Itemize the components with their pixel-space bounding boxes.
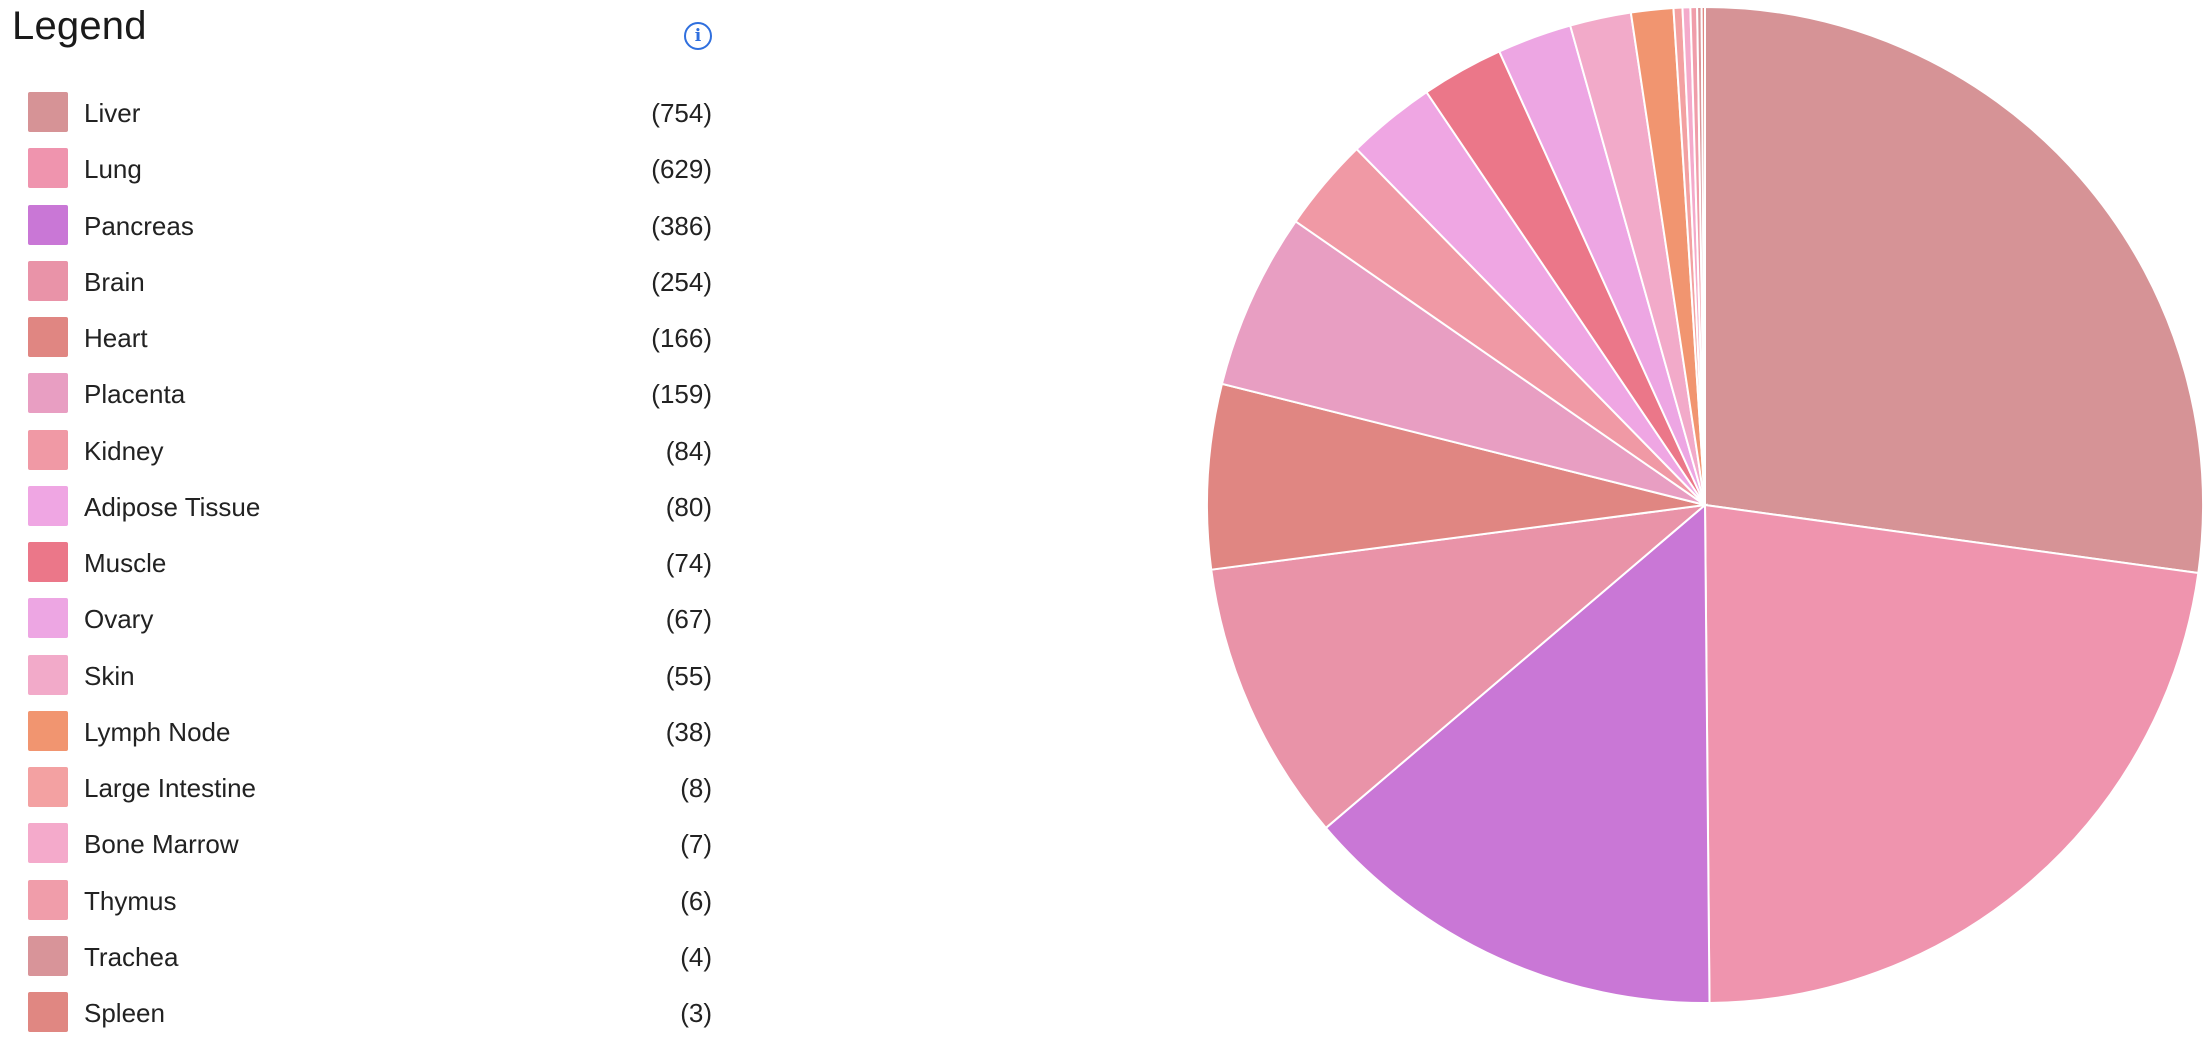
legend-item[interactable]: Lung (629): [28, 148, 712, 190]
legend-item[interactable]: Placenta (159): [28, 373, 712, 415]
legend-swatch: [28, 148, 68, 189]
legend-label: Heart: [84, 323, 148, 353]
legend-count: (166): [651, 323, 712, 353]
legend-item[interactable]: Large Intestine (8): [28, 767, 712, 809]
legend-label: Lung: [84, 154, 142, 185]
legend-item[interactable]: Kidney (84): [28, 429, 712, 472]
legend-count: (7): [680, 829, 712, 860]
legend-swatch: [28, 92, 68, 132]
legend-count: (55): [665, 660, 712, 691]
legend-label: Liver: [84, 98, 141, 128]
legend-count: (754): [651, 98, 712, 128]
legend-label: Muscle: [84, 548, 167, 578]
legend-item[interactable]: Heart (166): [28, 317, 712, 359]
legend-count: (3): [680, 998, 712, 1028]
legend-count: (4): [680, 941, 712, 972]
legend-count: (159): [651, 379, 712, 410]
pie-chart: [1206, 5, 2204, 1004]
legend-swatch: [28, 542, 68, 582]
legend-count: (8): [680, 773, 712, 803]
legend-item[interactable]: Muscle (74): [28, 542, 712, 584]
legend-count: (84): [665, 435, 712, 466]
legend-item[interactable]: Ovary (67): [28, 598, 712, 640]
legend-label: Skin: [84, 660, 135, 691]
legend-count: (38): [665, 716, 712, 747]
legend-item[interactable]: Liver (754): [28, 92, 712, 134]
legend-swatch: [28, 317, 68, 357]
legend-swatch: [28, 935, 68, 976]
pie-slice[interactable]: [1210, 503, 1709, 830]
legend-swatch: [28, 710, 68, 751]
legend-item[interactable]: Trachea (4): [28, 935, 712, 978]
legend-item[interactable]: Adipose Tissue (80): [28, 485, 712, 528]
pie-slice[interactable]: [1220, 219, 1706, 506]
legend-label: Placenta: [84, 379, 186, 410]
legend-label: Adipose Tissue: [84, 491, 261, 522]
legend-swatch: [28, 767, 68, 807]
legend-swatch: [28, 823, 68, 864]
legend-swatch: [28, 204, 68, 245]
legend-item[interactable]: Skin (55): [28, 654, 712, 697]
legend-item[interactable]: Pancreas (386): [28, 204, 712, 247]
legend-swatch: [28, 429, 68, 470]
legend-label: Kidney: [84, 435, 164, 466]
legend-swatch: [28, 260, 68, 301]
legend-count: (74): [665, 548, 712, 578]
legend-swatch: [28, 373, 68, 414]
info-icon[interactable]: i: [684, 22, 712, 50]
legend-swatch: [28, 879, 68, 920]
legend-label: Large Intestine: [84, 773, 257, 803]
legend-label: Thymus: [84, 885, 177, 916]
legend-count: (629): [651, 154, 712, 185]
legend-count: (67): [665, 604, 712, 635]
legend-label: Bone Marrow: [84, 829, 239, 860]
pie-slice[interactable]: [1206, 382, 1706, 571]
pie-slice[interactable]: [1700, 5, 1706, 506]
pie-slice[interactable]: [1704, 5, 2204, 575]
legend-label: Brain: [84, 266, 145, 297]
legend-item[interactable]: Lymph Node (38): [28, 710, 712, 753]
legend-item[interactable]: Bone Marrow (7): [28, 823, 712, 865]
legend-count: (6): [680, 885, 712, 916]
legend-item[interactable]: Brain (254): [28, 260, 712, 303]
legend-count: (386): [651, 210, 712, 241]
legend-swatch: [28, 598, 68, 639]
legend-swatch: [28, 485, 68, 526]
legend-swatch: [28, 992, 68, 1032]
legend-label: Ovary: [84, 604, 154, 635]
legend-item[interactable]: Thymus (6): [28, 879, 712, 922]
legend-count: (254): [651, 266, 712, 297]
pie-slice[interactable]: [1703, 503, 2200, 1004]
legend-label: Lymph Node: [84, 716, 231, 747]
legend-label: Spleen: [84, 998, 165, 1028]
legend-swatch: [28, 654, 68, 695]
legend-item[interactable]: Spleen (3): [28, 992, 712, 1034]
legend-title: Legend: [12, 4, 147, 48]
legend-label: Pancreas: [84, 210, 194, 241]
pie-slice[interactable]: [1324, 502, 1711, 1004]
legend-panel: Legend i Liver (754) Lung (629) Pancreas (386…: [0, 0, 730, 1046]
legend-count: (80): [665, 491, 712, 522]
legend-label: Trachea: [84, 941, 179, 972]
